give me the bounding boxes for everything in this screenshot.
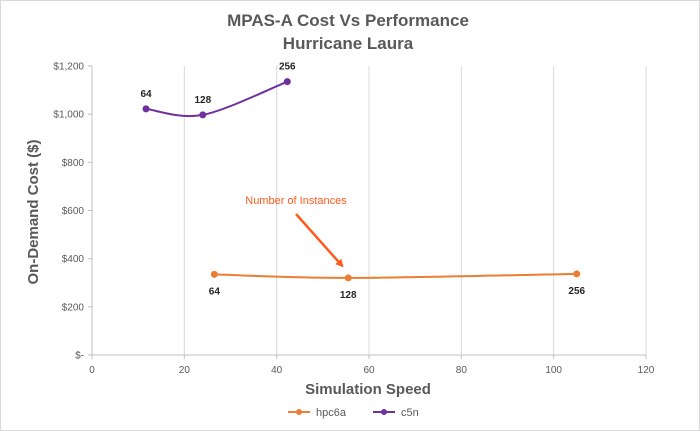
- data-label-hpc6a-256: 256: [568, 286, 585, 297]
- legend-marker-hpc6a: [296, 409, 302, 415]
- data-label-hpc6a-128: 128: [340, 290, 357, 301]
- annotation: Number of Instances: [245, 195, 347, 268]
- legend-label-hpc6a: hpc6a: [316, 407, 347, 419]
- x-tick-label: 120: [638, 365, 655, 376]
- y-tick-label: $1,200: [53, 62, 84, 73]
- data-labels: 64 128 256 64 128 256: [140, 62, 585, 301]
- data-point-c5n-64: [142, 105, 150, 113]
- y-tick-label: $-: [75, 351, 84, 362]
- data-point-hpc6a-128: [344, 274, 352, 282]
- data-label-c5n-256: 256: [279, 62, 296, 73]
- axes: [88, 65, 647, 359]
- legend: hpc6a c5n: [288, 407, 419, 419]
- y-tick-labels: $- $200 $400 $600 $800 $1,000 $1,200: [53, 62, 84, 362]
- x-axis-title: Simulation Speed: [305, 381, 431, 398]
- series-line-c5n: [145, 80, 288, 118]
- chart-title-line-1: MPAS-A Cost Vs Performance: [227, 11, 469, 30]
- data-point-hpc6a-64: [210, 270, 218, 278]
- legend-marker-c5n: [381, 409, 387, 415]
- y-tick-label: $600: [62, 206, 85, 217]
- x-tick-label: 100: [545, 365, 562, 376]
- data-label-c5n-128: 128: [194, 95, 211, 106]
- x-tick-label: 80: [456, 365, 468, 376]
- chart-title-line-2: Hurricane Laura: [283, 34, 414, 53]
- data-point-hpc6a-256: [573, 270, 581, 278]
- x-tick-label: 0: [89, 365, 95, 376]
- y-tick-label: $200: [62, 302, 85, 313]
- data-label-c5n-64: 64: [140, 89, 152, 100]
- y-axis-title: On-Demand Cost ($): [25, 139, 42, 284]
- gridlines: [183, 66, 647, 355]
- series-layer: [142, 78, 581, 282]
- y-tick-label: $1,000: [53, 110, 84, 121]
- x-tick-label: 20: [179, 365, 191, 376]
- data-point-c5n-256: [283, 78, 291, 86]
- data-label-hpc6a-64: 64: [209, 286, 221, 297]
- x-tick-label: 40: [271, 365, 283, 376]
- y-tick-label: $400: [62, 254, 85, 265]
- x-tick-label: 60: [363, 365, 375, 376]
- data-point-c5n-128: [199, 111, 207, 119]
- legend-label-c5n: c5n: [401, 407, 419, 419]
- annotation-arrow: [295, 213, 344, 268]
- y-tick-label: $800: [62, 158, 85, 169]
- annotation-text: Number of Instances: [245, 195, 347, 207]
- series-line-hpc6a: [214, 272, 577, 279]
- x-tick-labels: 0 20 40 60 80 100 120: [89, 365, 655, 376]
